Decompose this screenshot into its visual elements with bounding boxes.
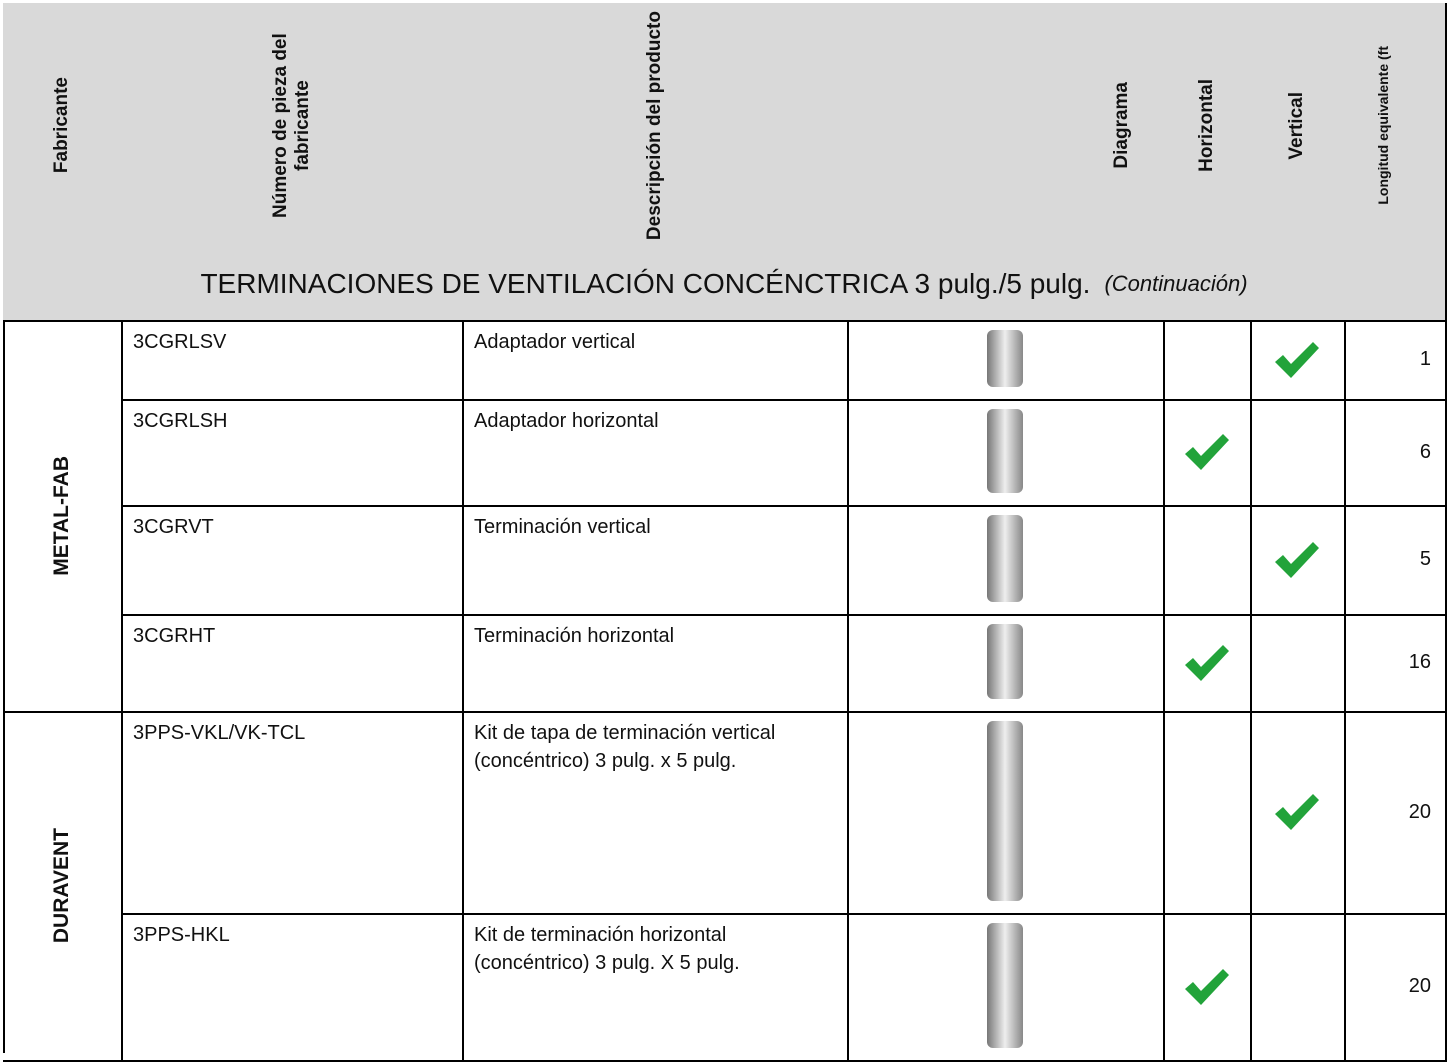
header-cell: Fabricante bbox=[3, 3, 123, 250]
equivalent-length: 16 bbox=[1408, 651, 1431, 673]
description: Adaptador horizontal bbox=[474, 410, 659, 432]
diagram-image bbox=[987, 515, 1023, 602]
description: Terminación vertical bbox=[474, 516, 651, 538]
column-header: Longitud equivalente (ft bbox=[1374, 46, 1391, 205]
diagram-cell bbox=[847, 505, 1165, 616]
column-header: Diagrama bbox=[1111, 82, 1132, 169]
length-cell: 6 bbox=[1344, 399, 1447, 507]
section-note: (Continuación) bbox=[1104, 271, 1248, 296]
part-number: 3CGRHT bbox=[133, 625, 216, 647]
part-number: 3PPS-HKL bbox=[133, 924, 230, 946]
part-cell: 3PPS-HKL bbox=[121, 913, 464, 1062]
column-header: Vertical bbox=[1286, 91, 1307, 160]
manufacturer-cell: METAL-FAB bbox=[3, 320, 123, 713]
description-cell: Kit de tapa de terminación vertical (con… bbox=[462, 711, 849, 915]
horizontal-cell bbox=[1163, 711, 1252, 915]
column-header: Horizontal bbox=[1195, 79, 1217, 172]
diagram-image bbox=[987, 624, 1023, 699]
horizontal-cell bbox=[1163, 320, 1252, 401]
column-header: Descripción del producto bbox=[643, 10, 665, 241]
check-icon bbox=[1275, 794, 1319, 830]
check-icon bbox=[1275, 541, 1319, 578]
part-cell: 3CGRLSH bbox=[121, 399, 464, 507]
part-cell: 3CGRLSV bbox=[121, 320, 464, 401]
equivalent-length: 5 bbox=[1419, 548, 1431, 570]
length-cell: 20 bbox=[1344, 711, 1447, 915]
part-number: 3CGRLSH bbox=[133, 410, 228, 432]
vertical-cell bbox=[1250, 711, 1346, 915]
check-icon bbox=[1184, 968, 1229, 1005]
horizontal-cell bbox=[1163, 913, 1252, 1062]
vertical-cell bbox=[1250, 913, 1346, 1062]
length-cell: 5 bbox=[1344, 505, 1447, 616]
diagram-cell bbox=[847, 399, 1165, 507]
part-cell: 3CGRHT bbox=[121, 614, 464, 713]
description-cell: Terminación horizontal bbox=[462, 614, 849, 713]
border bbox=[3, 3, 5, 1053]
part-number: 3CGRLSV bbox=[133, 331, 227, 353]
manufacturer: METAL-FAB bbox=[50, 455, 73, 576]
length-cell: 16 bbox=[1344, 614, 1447, 713]
diagram-cell bbox=[847, 913, 1165, 1062]
section-title: TERMINACIONES DE VENTILACIÓN CONCÉNCTRIC… bbox=[200, 268, 1091, 299]
equivalent-length: 20 bbox=[1408, 975, 1431, 997]
vertical-cell bbox=[1250, 320, 1346, 401]
description-cell: Adaptador vertical bbox=[462, 320, 849, 401]
description-cell: Adaptador horizontal bbox=[462, 399, 849, 507]
check-icon bbox=[1184, 434, 1229, 470]
diagram-cell bbox=[847, 614, 1165, 713]
header-cell: Descripción del producto bbox=[462, 3, 849, 250]
diagram-image bbox=[987, 721, 1023, 901]
vertical-cell bbox=[1250, 505, 1346, 616]
manufacturer-cell: DURAVENT bbox=[3, 711, 123, 1062]
header-cell: Horizontal bbox=[1163, 3, 1252, 250]
equivalent-length: 20 bbox=[1408, 800, 1431, 823]
description: Kit de tapa de terminación vertical (con… bbox=[474, 722, 776, 772]
header-cell: Número de pieza del fabricante bbox=[121, 3, 464, 250]
part-number: 3CGRVT bbox=[133, 516, 214, 538]
header-cell: Longitud equivalente (ft bbox=[1344, 3, 1447, 250]
description-cell: Kit de terminación horizontal (concéntri… bbox=[462, 913, 849, 1062]
section-row: TERMINACIONES DE VENTILACIÓN CONCÉNCTRIC… bbox=[3, 248, 1447, 322]
equivalent-length: 1 bbox=[1419, 348, 1431, 370]
diagram-image bbox=[987, 923, 1023, 1048]
description: Terminación horizontal bbox=[474, 625, 675, 647]
part-cell: 3PPS-VKL/VK-TCL bbox=[121, 711, 464, 915]
column-header: Fabricante bbox=[51, 77, 72, 174]
column-header: Número de pieza del fabricante bbox=[269, 33, 313, 218]
part-cell: 3CGRVT bbox=[121, 505, 464, 616]
check-icon bbox=[1275, 341, 1319, 378]
description-cell: Terminación vertical bbox=[462, 505, 849, 616]
description: Kit de terminación horizontal (concéntri… bbox=[474, 924, 740, 974]
horizontal-cell bbox=[1163, 505, 1252, 616]
description: Adaptador vertical bbox=[474, 331, 636, 353]
length-cell: 1 bbox=[1344, 320, 1447, 401]
diagram-cell bbox=[847, 711, 1165, 915]
header-cell: Vertical bbox=[1250, 3, 1346, 250]
vertical-cell bbox=[1250, 614, 1346, 713]
diagram-cell bbox=[847, 320, 1165, 401]
equivalent-length: 6 bbox=[1419, 440, 1431, 463]
horizontal-cell bbox=[1163, 399, 1252, 507]
diagram-image bbox=[987, 330, 1023, 387]
header-cell: Diagrama bbox=[847, 3, 1165, 250]
diagram-image bbox=[987, 409, 1023, 493]
manufacturer: DURAVENT bbox=[50, 827, 73, 944]
check-icon bbox=[1184, 644, 1229, 681]
part-number: 3PPS-VKL/VK-TCL bbox=[133, 722, 306, 744]
length-cell: 20 bbox=[1344, 913, 1447, 1062]
horizontal-cell bbox=[1163, 614, 1252, 713]
vertical-cell bbox=[1250, 399, 1346, 507]
